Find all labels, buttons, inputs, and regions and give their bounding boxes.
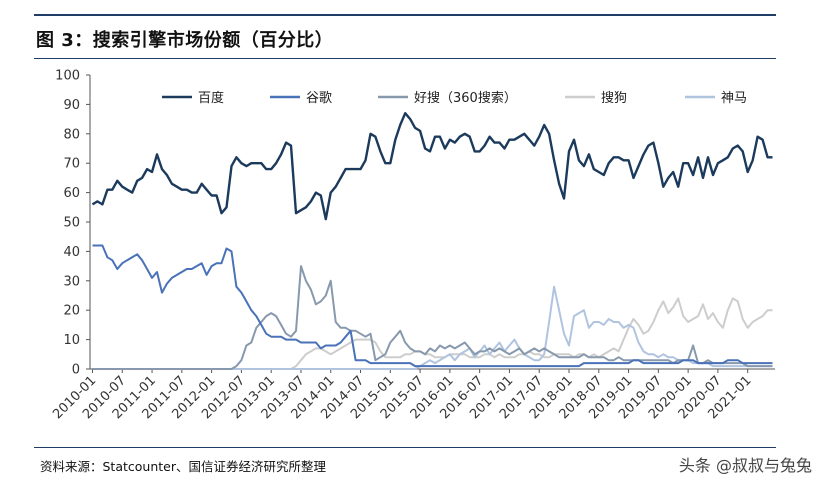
series-line-0 — [91, 111, 773, 221]
legend-label: 谷歌 — [306, 91, 332, 106]
legend-label: 搜狗 — [601, 91, 627, 106]
y-tick-label: 80 — [63, 127, 80, 142]
bottom-rule — [34, 447, 776, 448]
y-tick-label: 0 — [72, 363, 80, 378]
series-line-3 — [92, 297, 773, 370]
series-line-2 — [92, 265, 773, 370]
legend-label: 神马 — [721, 91, 747, 106]
top-rule — [34, 14, 776, 16]
y-tick-label: 40 — [63, 245, 80, 260]
watermark: 头条 @叔叔与兔兔 — [678, 456, 812, 475]
y-tick-label: 30 — [63, 274, 80, 289]
y-tick-label: 100 — [55, 69, 80, 84]
y-tick-label: 20 — [63, 304, 80, 319]
y-tick-label: 70 — [63, 157, 80, 172]
y-tick-label: 50 — [63, 216, 80, 231]
legend-label: 百度 — [198, 90, 224, 106]
legend-label: 好搜（360搜索） — [414, 91, 517, 106]
y-tick-label: 60 — [63, 186, 80, 201]
series-line-1 — [92, 244, 773, 368]
source-note: 资料来源：Statcounter、国信证券经济研究所整理 — [40, 459, 326, 474]
y-tick-label: 10 — [63, 333, 80, 348]
y-tick-label: 90 — [63, 98, 80, 113]
title-underline-rule — [34, 58, 776, 59]
figure-title: 图 3：搜索引擎市场份额（百分比） — [36, 30, 334, 51]
